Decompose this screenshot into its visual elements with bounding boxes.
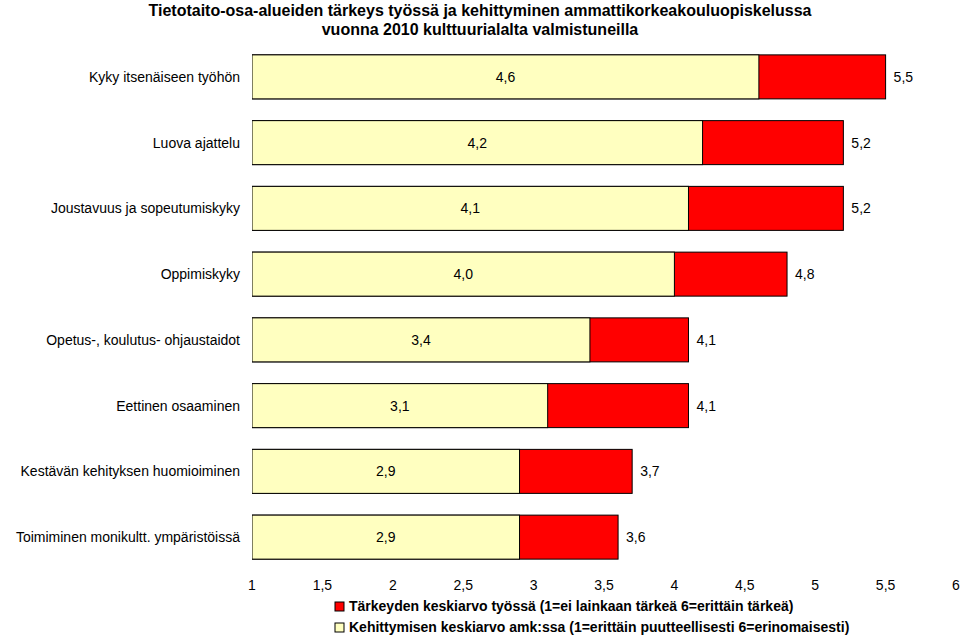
bar [252, 515, 520, 559]
data-label: 4,2 [468, 135, 488, 151]
bar [252, 318, 688, 362]
chart-container: Tietotaito-osa-alueiden tärkeys työssä j… [0, 0, 960, 640]
bars [252, 55, 886, 559]
data-label: 3,7 [640, 463, 660, 479]
data-label: 2,9 [376, 463, 396, 479]
x-tick-label: 6 [952, 577, 960, 593]
x-tick-label: 4 [671, 577, 679, 593]
data-label: 4,1 [461, 200, 481, 216]
x-tick-label: 3,5 [594, 577, 614, 593]
data-label: 5,5 [894, 69, 914, 85]
title-line: vuonna 2010 kulttuurialalta valmistuneil… [322, 21, 639, 38]
category-label: Toimiminen monikultt. ympäristöissä [16, 529, 240, 545]
category-label: Eettinen osaaminen [116, 398, 240, 414]
bar [252, 515, 618, 559]
bar [252, 384, 688, 428]
data-label: 3,1 [390, 398, 410, 414]
bar [252, 186, 843, 230]
bar [252, 121, 843, 165]
legend-label: Tärkeyden keskiarvo työssä (1=ei lainkaa… [349, 598, 793, 614]
category-label: Luova ajattelu [153, 135, 240, 151]
category-label: Kyky itsenäiseen työhön [89, 69, 240, 85]
bar [252, 384, 548, 428]
title-line: Tietotaito-osa-alueiden tärkeys työssä j… [148, 2, 811, 19]
bar [252, 121, 703, 165]
category-label: Oppimiskyky [161, 266, 240, 282]
legend-label: Kehittymisen keskiarvo amk:ssa (1=erittä… [349, 619, 849, 635]
x-tick-label: 3 [530, 577, 538, 593]
data-label: 4,8 [795, 266, 815, 282]
bar [252, 318, 590, 362]
x-tick-label: 1,5 [313, 577, 333, 593]
x-tick-label: 5 [811, 577, 819, 593]
x-tick-label: 2,5 [453, 577, 473, 593]
bar [252, 252, 674, 296]
data-label: 2,9 [376, 529, 396, 545]
x-tick-label: 1 [248, 577, 256, 593]
data-label: 4,1 [696, 398, 716, 414]
x-tick-label: 5,5 [876, 577, 896, 593]
bar [252, 449, 520, 493]
data-label: 3,4 [411, 332, 431, 348]
x-tick-label: 2 [389, 577, 397, 593]
category-label: Joustavuus ja sopeutumiskyky [51, 200, 240, 216]
category-label: Opetus-, koulutus- ohjaustaidot [46, 332, 240, 348]
bar [252, 186, 688, 230]
chart-title: Tietotaito-osa-alueiden tärkeys työssä j… [148, 2, 811, 38]
data-label: 5,2 [851, 135, 871, 151]
bar [252, 55, 759, 99]
data-label: 5,2 [851, 200, 871, 216]
bar [252, 55, 886, 99]
data-label: 4,6 [496, 69, 516, 85]
data-label: 3,6 [626, 529, 646, 545]
bar [252, 449, 632, 493]
legend-swatch [335, 623, 344, 632]
bar [252, 252, 787, 296]
data-label: 4,0 [453, 266, 473, 282]
legend-swatch [335, 602, 344, 611]
chart-svg: Tietotaito-osa-alueiden tärkeys työssä j… [0, 0, 960, 640]
labels: Kyky itsenäiseen työhön Luova ajattelu Jou… [16, 69, 960, 593]
x-tick-label: 4,5 [735, 577, 755, 593]
category-label: Kestävän kehityksen huomioiminen [21, 463, 240, 479]
legend: Tärkeyden keskiarvo työssä (1=ei lainkaa… [335, 598, 849, 635]
data-label: 4,1 [696, 332, 716, 348]
